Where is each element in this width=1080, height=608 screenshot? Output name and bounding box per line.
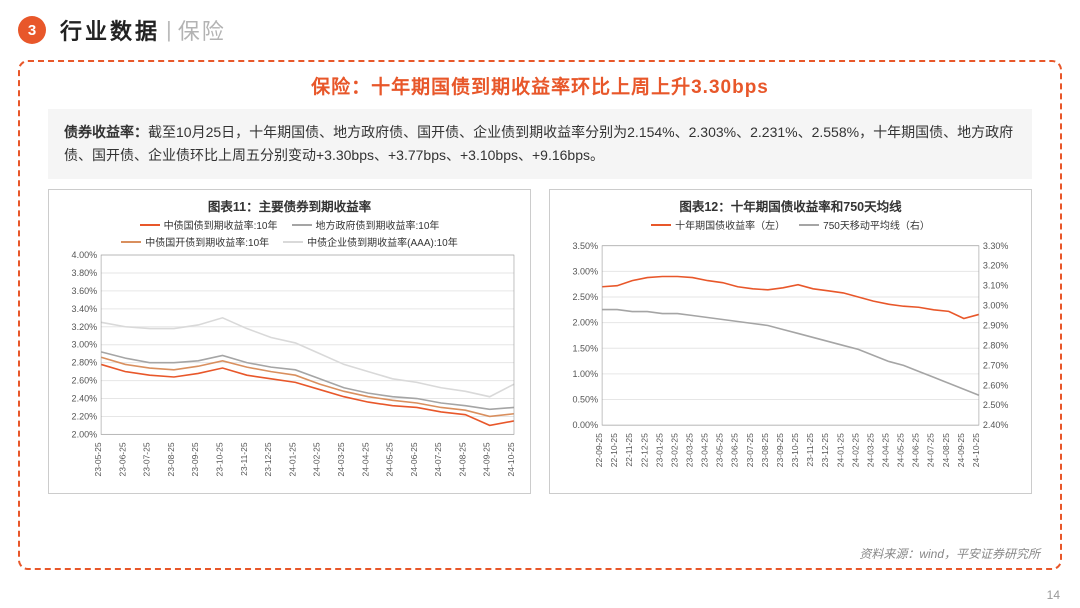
svg-text:23-02-25: 23-02-25	[669, 433, 679, 467]
svg-text:23-08-25: 23-08-25	[760, 433, 770, 467]
svg-text:24-03-25: 24-03-25	[865, 433, 875, 467]
slide-header: 3 行业数据 | 保险	[0, 0, 1080, 54]
svg-text:3.80%: 3.80%	[72, 268, 98, 278]
svg-text:3.10%: 3.10%	[983, 281, 1009, 291]
svg-text:2.80%: 2.80%	[983, 341, 1009, 351]
svg-text:1.50%: 1.50%	[573, 343, 599, 353]
svg-text:24-09-25: 24-09-25	[482, 442, 492, 476]
svg-text:24-01-25: 24-01-25	[835, 433, 845, 467]
svg-text:22-10-25: 22-10-25	[609, 433, 619, 467]
chart-card-2: 图表12：十年期国债收益率和750天均线 十年期国债收益率（左）750天移动平均…	[549, 189, 1032, 494]
svg-text:23-12-25: 23-12-25	[820, 433, 830, 467]
chart2-plot: 0.00% 0.50% 1.00% 1.50% 2.00% 2.50% 3.00% 3.50%…	[560, 234, 1021, 485]
svg-text:3.40%: 3.40%	[72, 304, 98, 314]
svg-text:2.50%: 2.50%	[573, 292, 599, 302]
svg-text:1.00%: 1.00%	[573, 369, 599, 379]
page-number: 14	[1047, 588, 1060, 602]
svg-text:2.40%: 2.40%	[983, 420, 1009, 430]
svg-text:23-07-25: 23-07-25	[142, 442, 152, 476]
svg-text:3.00%: 3.00%	[72, 340, 98, 350]
svg-text:23-06-25: 23-06-25	[730, 433, 740, 467]
svg-text:24-07-25: 24-07-25	[433, 442, 443, 476]
svg-text:2.70%: 2.70%	[983, 361, 1009, 371]
svg-text:24-01-25: 24-01-25	[287, 442, 297, 476]
svg-text:23-11-25: 23-11-25	[805, 433, 815, 467]
chart1-title: 图表11：主要债券到期收益率	[59, 196, 520, 215]
svg-text:23-09-25: 23-09-25	[190, 442, 200, 476]
svg-text:23-11-25: 23-11-25	[239, 442, 249, 476]
source-text: 资料来源：wind，平安证券研究所	[859, 545, 1040, 562]
svg-text:24-08-25: 24-08-25	[941, 433, 951, 467]
svg-text:3.00%: 3.00%	[573, 267, 599, 277]
svg-text:23-05-25: 23-05-25	[715, 433, 725, 467]
header-title: 行业数据	[60, 14, 160, 46]
svg-text:24-06-25: 24-06-25	[409, 442, 419, 476]
chart2-legend: 十年期国债收益率（左）750天移动平均线（右）	[560, 217, 1021, 232]
svg-text:23-04-25: 23-04-25	[700, 433, 710, 467]
svg-text:23-01-25: 23-01-25	[654, 433, 664, 467]
svg-text:2.40%: 2.40%	[72, 394, 98, 404]
svg-text:24-10-25: 24-10-25	[506, 442, 516, 476]
svg-text:0.00%: 0.00%	[573, 420, 599, 430]
section-badge: 3	[18, 16, 46, 44]
svg-text:2.60%: 2.60%	[72, 376, 98, 386]
svg-text:24-05-25: 24-05-25	[896, 433, 906, 467]
svg-text:23-09-25: 23-09-25	[775, 433, 785, 467]
svg-text:22-11-25: 22-11-25	[624, 433, 634, 467]
svg-text:23-07-25: 23-07-25	[745, 433, 755, 467]
charts-row: 图表11：主要债券到期收益率 中债国债到期收益率:10年地方政府债到期收益率:1…	[20, 189, 1060, 494]
svg-text:2.90%: 2.90%	[983, 321, 1009, 331]
svg-text:3.50%: 3.50%	[573, 241, 599, 251]
svg-text:3.60%: 3.60%	[72, 286, 98, 296]
chart1-plot: 2.00% 2.20% 2.40% 2.60% 2.80% 3.00% 3.20% 3.40%…	[59, 251, 520, 487]
chart1-legend: 中债国债到期收益率:10年地方政府债到期收益率:10年中债国开债到期收益率:10…	[59, 217, 520, 249]
description-box: 债券收益率：截至10月25日，十年期国债、地方政府债、国开债、企业债到期收益率分…	[48, 109, 1032, 179]
svg-text:2.50%: 2.50%	[983, 400, 1009, 410]
svg-text:2.20%: 2.20%	[72, 412, 98, 422]
svg-text:24-04-25: 24-04-25	[360, 442, 370, 476]
svg-text:24-09-25: 24-09-25	[956, 433, 966, 467]
svg-text:24-02-25: 24-02-25	[850, 433, 860, 467]
svg-text:3.30%: 3.30%	[983, 241, 1009, 251]
svg-text:23-08-25: 23-08-25	[166, 442, 176, 476]
svg-text:2.00%: 2.00%	[573, 318, 599, 328]
svg-text:23-10-25: 23-10-25	[215, 442, 225, 476]
svg-text:23-06-25: 23-06-25	[117, 442, 127, 476]
svg-text:24-03-25: 24-03-25	[336, 442, 346, 476]
svg-text:23-12-25: 23-12-25	[263, 442, 273, 476]
svg-text:24-07-25: 24-07-25	[926, 433, 936, 467]
svg-text:4.00%: 4.00%	[72, 251, 98, 260]
chart-card-1: 图表11：主要债券到期收益率 中债国债到期收益率:10年地方政府债到期收益率:1…	[48, 189, 531, 494]
svg-text:2.80%: 2.80%	[72, 358, 98, 368]
description-text: 债券收益率：截至10月25日，十年期国债、地方政府债、国开债、企业债到期收益率分…	[64, 124, 1013, 163]
svg-text:24-06-25: 24-06-25	[911, 433, 921, 467]
svg-text:23-10-25: 23-10-25	[790, 433, 800, 467]
svg-text:23-03-25: 23-03-25	[685, 433, 695, 467]
svg-text:3.20%: 3.20%	[72, 322, 98, 332]
svg-text:3.00%: 3.00%	[983, 301, 1009, 311]
header-subtitle: 保险	[178, 14, 226, 46]
svg-text:24-10-25: 24-10-25	[971, 433, 981, 467]
svg-text:24-04-25: 24-04-25	[880, 433, 890, 467]
svg-text:22-09-25: 22-09-25	[594, 433, 604, 467]
svg-text:24-02-25: 24-02-25	[312, 442, 322, 476]
content-panel: 保险：十年期国债到期收益率环比上周上升3.30bps 债券收益率：截至10月25…	[18, 60, 1062, 570]
svg-text:2.00%: 2.00%	[72, 430, 98, 440]
svg-text:3.20%: 3.20%	[983, 261, 1009, 271]
header-separator: |	[166, 17, 172, 43]
svg-text:23-05-25: 23-05-25	[93, 442, 103, 476]
svg-text:22-12-25: 22-12-25	[639, 433, 649, 467]
chart2-title: 图表12：十年期国债收益率和750天均线	[560, 196, 1021, 215]
svg-text:0.50%: 0.50%	[573, 395, 599, 405]
svg-text:24-08-25: 24-08-25	[457, 442, 467, 476]
panel-title: 保险：十年期国债到期收益率环比上周上升3.30bps	[20, 72, 1060, 99]
svg-text:2.60%: 2.60%	[983, 380, 1009, 390]
svg-text:24-05-25: 24-05-25	[385, 442, 395, 476]
